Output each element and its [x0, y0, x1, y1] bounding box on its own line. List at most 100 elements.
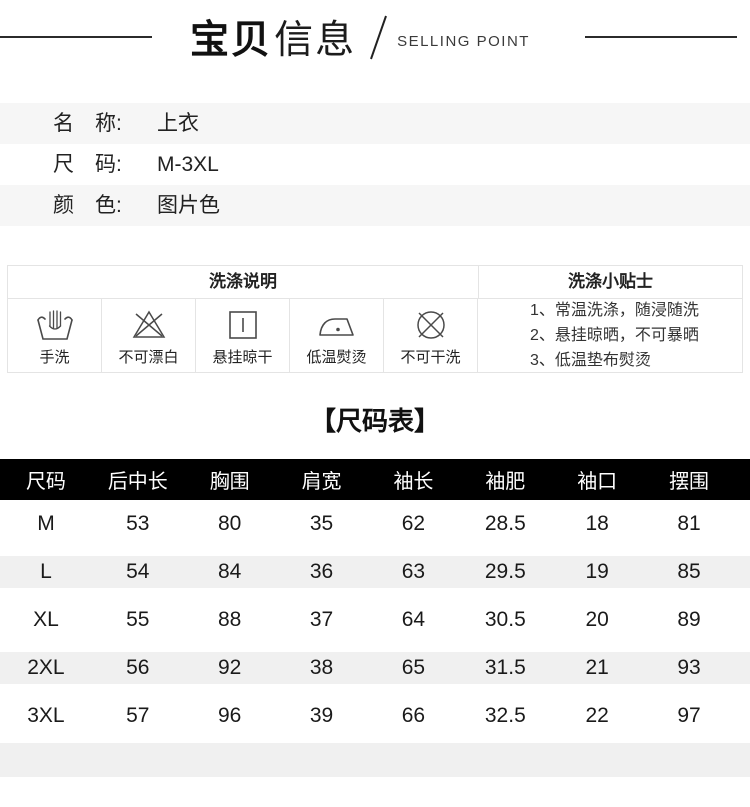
size-chart-cell: 96 — [218, 704, 242, 727]
page-subtitle-en: SELLING POINT — [397, 32, 530, 50]
care-symbol-cell: 不可干洗 — [384, 299, 478, 372]
care-table: 洗涤说明 洗涤小贴士 手洗 不可漂白 悬挂晾干 低温熨烫 不可干洗 1、常温洗涤，随浸随… — [7, 265, 743, 373]
info-label: 名 称: — [53, 112, 122, 135]
size-chart-column-header: 摆围 — [669, 471, 710, 493]
info-value: M-3XL — [157, 153, 219, 176]
size-chart-column-header: 胸围 — [209, 471, 250, 493]
size-chart-cell: 88 — [218, 608, 242, 631]
size-chart-cell: 21 — [585, 656, 609, 679]
care-symbol-label: 低温熨烫 — [306, 349, 367, 366]
size-chart-cell: 65 — [401, 656, 426, 679]
hand-wash-icon — [35, 306, 75, 344]
size-chart-cell: 64 — [401, 608, 426, 631]
size-chart-column-header: 后中长 — [107, 471, 168, 493]
header-right-line — [584, 36, 737, 38]
product-info-row: 尺 码: M-3XL — [0, 144, 750, 185]
care-tip-line: 1、常温洗涤，随浸随洗 — [530, 302, 699, 319]
bottom-strip — [0, 743, 750, 777]
size-chart-cell: 63 — [401, 560, 426, 583]
size-chart-cell: 54 — [126, 560, 150, 583]
header-left-line — [0, 36, 153, 38]
size-chart-cell: 39 — [309, 704, 334, 727]
size-chart-column-header: 尺码 — [25, 471, 66, 493]
care-table-body: 手洗 不可漂白 悬挂晾干 低温熨烫 不可干洗 1、常温洗涤，随浸随洗 2、悬挂晾晒，不可暴… — [8, 299, 742, 372]
size-chart-column-header: 肩宽 — [301, 471, 342, 493]
care-symbol-label: 悬挂晾干 — [212, 349, 273, 366]
size-chart-row: M 53 80 35 62 28.5 18 81 — [0, 500, 750, 548]
care-symbols-row: 手洗 不可漂白 悬挂晾干 低温熨烫 不可干洗 — [8, 299, 478, 372]
size-chart-cell: 35 — [309, 512, 334, 535]
size-chart-cell: 18 — [585, 512, 609, 535]
size-chart-cell: 36 — [309, 560, 334, 583]
size-chart-cell: 57 — [126, 704, 150, 727]
hang-dry-icon — [223, 306, 263, 344]
size-chart-cell: XL — [33, 608, 59, 631]
care-symbol-cell: 低温熨烫 — [290, 299, 384, 372]
care-symbol-label: 手洗 — [39, 349, 70, 366]
size-chart-cell: 55 — [126, 608, 150, 631]
size-chart-cell: 53 — [126, 512, 150, 535]
no-bleach-icon — [129, 306, 169, 344]
slash-divider-icon — [370, 15, 388, 60]
size-chart-cell: 80 — [218, 512, 242, 535]
size-chart-cell: 62 — [401, 512, 426, 535]
size-chart-cell: 89 — [677, 608, 701, 631]
size-chart-table: 尺码 后中长 胸围 肩宽 袖长 袖肥 袖口 摆围 M 53 80 35 62 28.5 18 81 L 54 84… — [0, 459, 750, 740]
size-chart-cell: 20 — [585, 608, 609, 631]
product-info-list: 名 称: 上衣尺 码: M-3XL 颜 色: 图片色 — [0, 103, 750, 226]
care-table-header: 洗涤说明 洗涤小贴士 — [8, 266, 742, 299]
care-instructions-title: 洗涤说明 — [209, 272, 277, 291]
size-chart-body: M 53 80 35 62 28.5 18 81 L 54 84 36 63 29.5 19 85 XL 55 88… — [0, 500, 750, 740]
size-chart-row: L 54 84 36 63 29.5 19 85 — [0, 548, 750, 596]
size-chart-cell: 22 — [585, 704, 609, 727]
size-chart-cell: 97 — [677, 704, 701, 727]
size-chart-cell: 56 — [126, 656, 150, 679]
size-chart-cell: 30.5 — [484, 608, 526, 631]
size-chart-column-header: 袖肥 — [485, 471, 526, 493]
size-chart-cell: 66 — [401, 704, 426, 727]
size-chart-cell: 31.5 — [484, 656, 526, 679]
size-chart-column-header: 袖长 — [393, 471, 434, 493]
page-title-zh-light: 信息 — [274, 19, 357, 62]
size-chart-column-header: 袖口 — [577, 471, 618, 493]
size-chart-row: XL 55 88 37 64 30.5 20 89 — [0, 596, 750, 644]
care-tip-line: 2、悬挂晾晒，不可暴晒 — [530, 327, 699, 344]
size-chart-cell: 93 — [677, 656, 701, 679]
size-chart-cell: 38 — [309, 656, 334, 679]
size-chart-cell: 3XL — [27, 704, 65, 727]
size-chart-cell: 84 — [218, 560, 242, 583]
care-tips-title: 洗涤小贴士 — [478, 266, 742, 298]
no-dry-clean-icon — [411, 306, 451, 344]
care-symbol-label: 不可漂白 — [118, 349, 179, 366]
care-tip-line: 3、低温垫布熨烫 — [530, 352, 651, 369]
info-value: 上衣 — [157, 112, 199, 135]
info-label: 颜 色: — [53, 194, 122, 217]
care-symbol-cell: 手洗 — [8, 299, 102, 372]
size-chart-header-row: 尺码 后中长 胸围 肩宽 袖长 袖肥 袖口 摆围 — [0, 459, 750, 500]
size-chart-cell: 32.5 — [484, 704, 526, 727]
size-chart-cell: 81 — [677, 512, 701, 535]
size-chart-cell: 28.5 — [484, 512, 526, 535]
care-tips-list: 1、常温洗涤，随浸随洗 2、悬挂晾晒，不可暴晒 3、低温垫布熨烫 — [478, 299, 742, 372]
header-title-block: 宝贝 信息 SELLING POINT — [190, 9, 530, 65]
care-symbol-label: 不可干洗 — [400, 349, 461, 366]
size-chart-cell: 92 — [218, 656, 242, 679]
size-chart-cell: L — [40, 560, 52, 583]
size-chart-cell: M — [37, 512, 55, 535]
size-chart-cell: 37 — [309, 608, 334, 631]
size-chart-cell: 19 — [585, 560, 609, 583]
product-info-row: 名 称: 上衣 — [0, 103, 750, 144]
size-chart-cell: 29.5 — [484, 560, 526, 583]
care-symbol-cell: 悬挂晾干 — [196, 299, 290, 372]
info-label: 尺 码: — [53, 153, 122, 176]
product-info-row: 颜 色: 图片色 — [0, 185, 750, 226]
info-value: 图片色 — [157, 194, 220, 217]
size-chart-row: 3XL 57 96 39 66 32.5 22 97 — [0, 692, 750, 740]
page-title-zh-bold: 宝贝 — [190, 19, 273, 62]
size-chart-cell: 2XL — [27, 656, 65, 679]
size-chart-title: 【尺码表】 — [309, 406, 440, 436]
header: 宝贝 信息 SELLING POINT — [0, 0, 750, 74]
low-iron-icon — [317, 306, 357, 344]
size-chart-row: 2XL 56 92 38 65 31.5 21 93 — [0, 644, 750, 692]
